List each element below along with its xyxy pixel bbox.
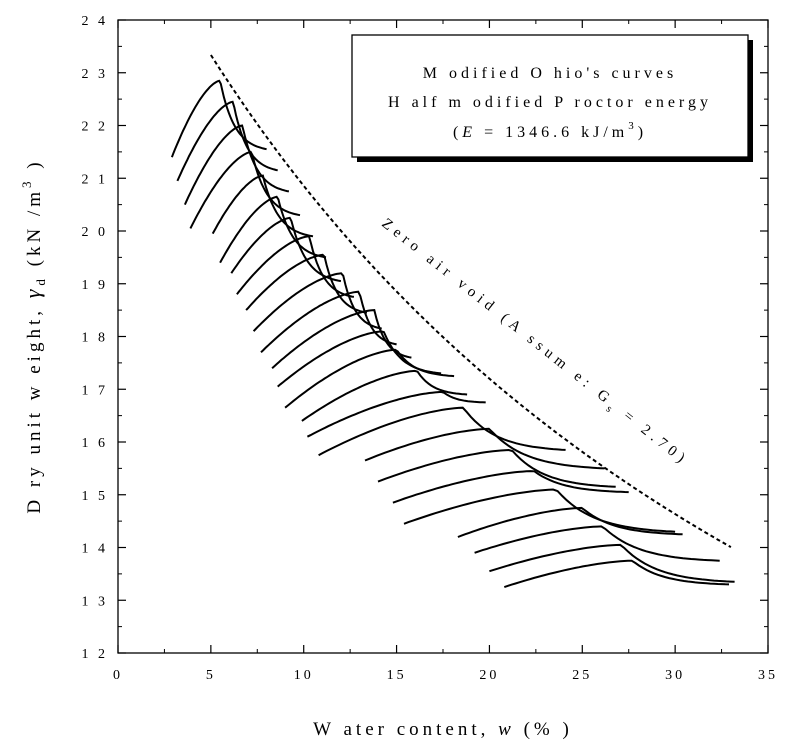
- compaction-curve-19: [377, 448, 616, 488]
- zero-air-void-label: Zero air void (A ssum e: Gs = 2.70): [376, 216, 692, 473]
- legend-line-2: H alf m odified P roctor energy: [388, 94, 712, 111]
- y-axis-title-text: D ry unit w eight,: [24, 298, 45, 513]
- legend-line-3-close: ): [638, 124, 647, 141]
- x-tick-label: 30: [665, 668, 685, 683]
- y-tick-label: 2 0: [82, 225, 109, 240]
- legend-energy-exponent: 3: [628, 120, 638, 132]
- x-axis-title-text: W ater content,: [313, 719, 498, 740]
- y-axis-title-exponent: 3: [19, 177, 34, 188]
- compaction-curve-5: [211, 174, 314, 238]
- compaction-curve-9: [245, 253, 368, 314]
- y-tick-label: 1 9: [82, 278, 109, 293]
- x-tick-label: 0: [113, 668, 123, 683]
- compaction-curve-3: [183, 124, 290, 206]
- legend-line-1: M odified O hio's curves: [423, 65, 677, 82]
- y-tick-label: 1 4: [82, 542, 109, 557]
- y-axis-title-symbol: γ: [20, 286, 45, 299]
- compaction-curve-12: [271, 309, 412, 369]
- x-tick-label: 35: [758, 668, 778, 683]
- compaction-curve-21: [403, 488, 676, 533]
- compaction-curve-6: [219, 195, 327, 264]
- x-tick-label: 20: [479, 668, 499, 683]
- y-tick-label: 2 3: [82, 67, 109, 82]
- x-tick-label: 15: [387, 668, 407, 683]
- compaction-curve-10: [252, 272, 382, 332]
- y-axis-title: D ry unit w eight, γd (kN /m3 ): [19, 158, 48, 513]
- compaction-curve-22: [457, 506, 683, 538]
- compaction-curve-23: [474, 525, 720, 562]
- zero-air-void-curve: [210, 54, 732, 548]
- x-tick-label: 10: [294, 668, 314, 683]
- y-axis-ticks: 1 2 1 3 1 4 1 5 1 6 1 7 1 8 1 9 2 0 2 1 2 2 2 3 2 4: [82, 14, 768, 662]
- y-tick-label: 2 1: [82, 172, 109, 187]
- compaction-curve-20: [392, 470, 629, 504]
- y-tick-label: 2 2: [82, 120, 109, 135]
- y-tick-label: 1 3: [82, 594, 109, 609]
- legend-line-3: (E = 1346.6 kJ/m3): [453, 120, 647, 141]
- x-axis-title: W ater content, w (% ): [313, 719, 573, 740]
- legend: M odified O hio's curves H alf m odified…: [351, 34, 753, 162]
- legend-box: [351, 34, 749, 158]
- compaction-curve-18: [364, 427, 605, 470]
- y-tick-label: 1 6: [82, 436, 109, 451]
- y-tick-label: 1 5: [82, 489, 109, 504]
- x-axis-ticks: 0 5 10 15 20 25 30 35: [113, 20, 778, 683]
- x-tick-label: 25: [572, 668, 592, 683]
- compaction-curves: [170, 79, 735, 589]
- compaction-curve-14: [284, 348, 455, 409]
- zero-air-void-label-value: = 2.70): [613, 402, 691, 469]
- compaction-curve-1: [170, 79, 267, 158]
- compaction-curve-17: [318, 406, 566, 457]
- compaction-curve-15: [301, 369, 468, 422]
- compaction-curve-24: [489, 543, 735, 583]
- compaction-curve-16: [306, 390, 486, 438]
- y-axis-title-subscript: d: [33, 275, 48, 286]
- y-tick-label: 1 8: [82, 331, 109, 346]
- compaction-curve-25: [503, 559, 730, 589]
- legend-energy-symbol: E: [461, 124, 476, 141]
- y-axis-title-close: ): [24, 158, 45, 177]
- y-tick-label: 2 4: [82, 14, 109, 29]
- x-axis-title-variable: w: [498, 719, 515, 740]
- y-tick-label: 1 7: [82, 383, 109, 398]
- y-tick-label: 1 2: [82, 647, 109, 662]
- legend-energy-value: = 1346.6 kJ/m: [476, 124, 628, 141]
- x-axis-title-unit: (% ): [515, 719, 573, 740]
- compaction-curve-11: [260, 290, 397, 354]
- legend-line-3-open: (: [453, 124, 462, 141]
- compaction-curve-2: [176, 100, 278, 182]
- y-axis-title-unit: (kN /m: [24, 188, 45, 275]
- zero-air-void-label-main: Zero air void (A ssum e: G: [379, 216, 617, 410]
- x-tick-label: 5: [206, 668, 216, 683]
